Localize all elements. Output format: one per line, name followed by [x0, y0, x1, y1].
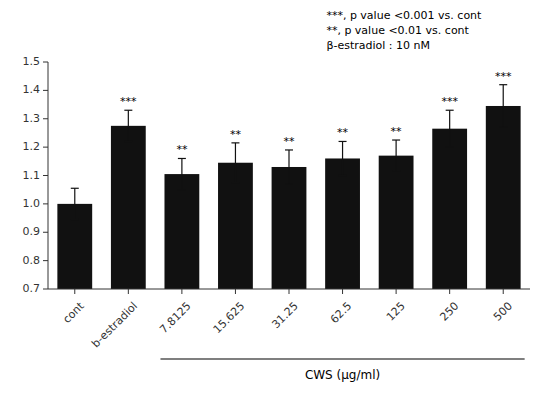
y-tick	[43, 90, 48, 91]
bar	[325, 158, 360, 289]
error-cap	[71, 219, 79, 220]
error-line	[342, 141, 343, 175]
error-cap	[178, 158, 186, 159]
y-axis	[48, 62, 49, 289]
annotation: **, p value <0.01 vs. cont	[326, 24, 469, 37]
marks	[57, 85, 520, 289]
y-tick-label: 1.4	[23, 83, 41, 96]
chart: 0.70.80.91.01.11.21.31.41.5*************…	[0, 0, 544, 407]
error-cap	[178, 189, 186, 190]
error-cap	[339, 175, 347, 176]
xlabel-bracket	[160, 358, 524, 359]
x-axis-label: CWS (μg/ml)	[305, 368, 380, 382]
annotation: ***, p value <0.001 vs. cont	[326, 9, 482, 22]
y-tick-label: 0.8	[23, 254, 41, 267]
y-tick-label: 1.5	[23, 55, 41, 68]
error-cap	[285, 183, 293, 184]
y-tick-label: 1.0	[23, 197, 41, 210]
y-tick	[43, 260, 48, 261]
y-tick-label: 1.3	[23, 112, 41, 125]
x-tick-label: 250	[437, 300, 461, 324]
x-tick-label: 31.25	[269, 300, 300, 331]
x-tick	[342, 289, 343, 294]
y-tick-label: 0.7	[23, 282, 41, 295]
error-cap	[499, 127, 507, 128]
y-tick-label: 1.2	[23, 140, 41, 153]
bar	[432, 129, 467, 289]
error-cap	[231, 142, 239, 143]
x-tick-label: 15.625	[211, 300, 247, 336]
y-tick-label: 1.1	[23, 169, 41, 182]
error-bar	[446, 110, 454, 147]
error-line	[74, 188, 75, 219]
annotation: β-estradiol : 10 nM	[326, 39, 430, 52]
error-line	[235, 143, 236, 183]
error-cap	[499, 84, 507, 85]
error-bar	[392, 140, 400, 171]
error-bar	[71, 188, 79, 219]
significance-label: ***	[120, 95, 137, 108]
error-line	[288, 150, 289, 184]
bar	[111, 126, 146, 289]
significance-label: ***	[441, 95, 458, 108]
x-tick-label: 62.5	[328, 300, 355, 327]
error-line	[449, 110, 450, 147]
error-cap	[285, 149, 293, 150]
error-cap	[392, 171, 400, 172]
y-tick	[43, 203, 48, 204]
x-tick-label: 7.8125	[157, 300, 193, 336]
significance-label: ***	[495, 70, 512, 83]
significance-label: **	[284, 135, 296, 148]
error-cap	[124, 110, 132, 111]
y-tick	[43, 289, 48, 290]
x-tick	[289, 289, 290, 294]
error-cap	[446, 110, 454, 111]
significance-label: **	[337, 126, 349, 139]
significance-label: **	[391, 125, 403, 138]
bar	[379, 156, 414, 289]
error-cap	[231, 182, 239, 183]
x-tick-label: 125	[384, 300, 408, 324]
error-bar	[499, 85, 507, 128]
y-tick	[43, 118, 48, 119]
x-tick	[235, 289, 236, 294]
y-tick	[43, 62, 48, 63]
error-bar	[124, 110, 132, 141]
x-tick	[74, 289, 75, 294]
x-tick	[449, 289, 450, 294]
error-cap	[392, 139, 400, 140]
significance-label: **	[176, 143, 188, 156]
error-bar	[178, 158, 186, 189]
x-tick-label: b-estradiol	[89, 300, 140, 351]
error-line	[396, 140, 397, 171]
bar	[272, 167, 307, 289]
error-line	[181, 158, 182, 189]
error-cap	[71, 188, 79, 189]
x-tick-label: 500	[491, 300, 515, 324]
bar	[486, 106, 521, 289]
y-tick-label: 0.9	[23, 225, 41, 238]
y-tick	[43, 175, 48, 176]
error-bar	[339, 141, 347, 175]
x-tick	[396, 289, 397, 294]
error-line	[128, 110, 129, 141]
y-tick	[43, 147, 48, 148]
bar	[164, 174, 199, 289]
x-tick	[181, 289, 182, 294]
x-tick	[503, 289, 504, 294]
y-tick	[43, 232, 48, 233]
error-bar	[231, 143, 239, 183]
error-cap	[446, 147, 454, 148]
significance-label: **	[230, 128, 242, 141]
x-tick	[128, 289, 129, 294]
error-cap	[124, 141, 132, 142]
x-tick-label: cont	[60, 299, 87, 326]
error-cap	[339, 141, 347, 142]
error-line	[503, 85, 504, 128]
error-bar	[285, 150, 293, 184]
